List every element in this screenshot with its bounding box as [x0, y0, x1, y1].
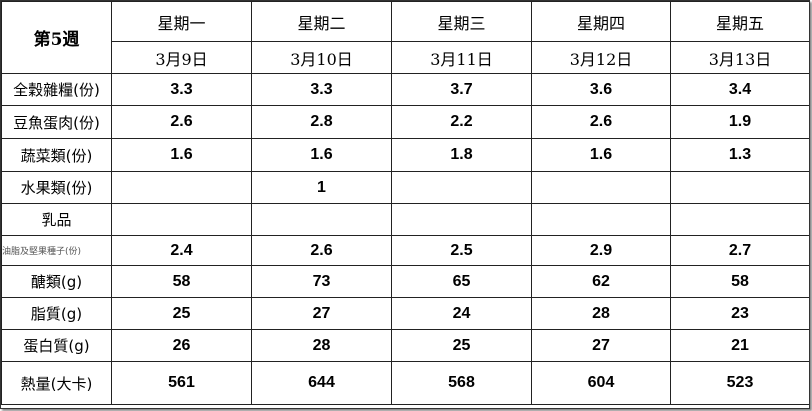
data-row: 熱量(大卡) 561 644 568 604 523 — [1, 361, 809, 405]
empty-cell — [391, 203, 532, 236]
empty-cell — [531, 203, 671, 236]
value-cell: 644 — [251, 361, 392, 405]
value-cell: 62 — [531, 265, 671, 298]
value-cell: 1.6 — [531, 138, 671, 172]
value-cell: 25 — [391, 329, 532, 362]
empty-cell — [531, 171, 671, 204]
row-label: 豆魚蛋肉(份) — [1, 105, 112, 139]
date-header: 3月10日 — [251, 41, 392, 74]
day-header: 星期三 — [391, 1, 532, 42]
value-cell: 24 — [391, 297, 532, 330]
data-row: 水果類(份) 1 — [1, 171, 809, 204]
row-label: 脂質(g) — [1, 297, 112, 330]
value-cell: 2.6 — [111, 105, 252, 139]
data-row: 乳品 — [1, 203, 809, 236]
value-cell: 27 — [251, 297, 392, 330]
empty-cell — [111, 171, 252, 204]
value-cell: 2.2 — [391, 105, 532, 139]
value-cell: 568 — [391, 361, 532, 405]
value-cell: 1.6 — [111, 138, 252, 172]
value-cell: 1.6 — [251, 138, 392, 172]
value-cell: 27 — [531, 329, 671, 362]
empty-cell — [670, 203, 809, 236]
value-cell: 1.8 — [391, 138, 532, 172]
header-row: 第5週 星期一 星期二 星期三 星期四 星期五 — [1, 1, 809, 74]
data-row: 油脂及堅果種子(份) 2.4 2.6 2.5 2.9 2.7 — [1, 235, 809, 266]
value-cell: 28 — [251, 329, 392, 362]
nutrition-table: 第5週 星期一 星期二 星期三 星期四 星期五 3月9日 3月10日 3月11日 3月12日 3月1… — [1, 1, 809, 405]
date-header: 3月11日 — [391, 41, 532, 74]
date-header: 3月12日 — [531, 41, 671, 74]
week-title: 第5週 — [1, 1, 112, 74]
value-cell: 73 — [251, 265, 392, 298]
value-cell: 28 — [531, 297, 671, 330]
value-cell: 2.8 — [251, 105, 392, 139]
value-cell: 65 — [391, 265, 532, 298]
value-cell: 1.9 — [670, 105, 809, 139]
value-cell: 2.5 — [391, 235, 532, 266]
day-header: 星期五 — [670, 1, 809, 42]
data-row: 蛋白質(g) 26 28 25 27 21 — [1, 329, 809, 362]
value-cell: 2.6 — [251, 235, 392, 266]
empty-cell — [670, 171, 809, 204]
row-label: 蔬菜類(份) — [1, 138, 112, 172]
value-cell: 2.4 — [111, 235, 252, 266]
day-header: 星期一 — [111, 1, 252, 42]
value-cell: 2.6 — [531, 105, 671, 139]
value-cell: 58 — [670, 265, 809, 298]
value-cell: 23 — [670, 297, 809, 330]
row-label: 全穀雜糧(份) — [1, 73, 112, 106]
value-cell: 3.7 — [391, 73, 532, 106]
empty-cell — [251, 203, 392, 236]
row-label: 熱量(大卡) — [1, 361, 112, 405]
day-header: 星期四 — [531, 1, 671, 42]
value-cell: 604 — [531, 361, 671, 405]
data-row: 蔬菜類(份) 1.6 1.6 1.8 1.6 1.3 — [1, 138, 809, 172]
row-label: 乳品 — [1, 203, 112, 236]
row-label: 蛋白質(g) — [1, 329, 112, 362]
value-cell: 2.7 — [670, 235, 809, 266]
data-row: 全穀雜糧(份) 3.3 3.3 3.7 3.6 3.4 — [1, 73, 809, 106]
data-row: 醣類(g) 58 73 65 62 58 — [1, 265, 809, 298]
date-row: 3月9日 3月10日 3月11日 3月12日 3月13日 — [2, 41, 809, 74]
value-cell: 3.3 — [251, 73, 392, 106]
value-cell: 25 — [111, 297, 252, 330]
value-cell: 523 — [670, 361, 809, 405]
value-cell: 58 — [111, 265, 252, 298]
value-cell: 1 — [251, 171, 392, 204]
row-label: 水果類(份) — [1, 171, 112, 204]
date-header: 3月9日 — [111, 41, 252, 74]
data-row: 豆魚蛋肉(份) 2.6 2.8 2.2 2.6 1.9 — [1, 105, 809, 139]
value-cell: 26 — [111, 329, 252, 362]
value-cell: 2.9 — [531, 235, 671, 266]
value-cell: 3.6 — [531, 73, 671, 106]
value-cell: 1.3 — [670, 138, 809, 172]
row-label: 油脂及堅果種子(份) — [1, 235, 112, 266]
row-label: 醣類(g) — [1, 265, 112, 298]
date-header: 3月13日 — [670, 41, 809, 74]
empty-cell — [391, 171, 532, 204]
value-cell: 3.4 — [670, 73, 809, 106]
day-header: 星期二 — [251, 1, 392, 42]
value-cell: 561 — [111, 361, 252, 405]
value-cell: 3.3 — [111, 73, 252, 106]
value-cell: 21 — [670, 329, 809, 362]
empty-cell — [111, 203, 252, 236]
data-row: 脂質(g) 25 27 24 28 23 — [1, 297, 809, 330]
